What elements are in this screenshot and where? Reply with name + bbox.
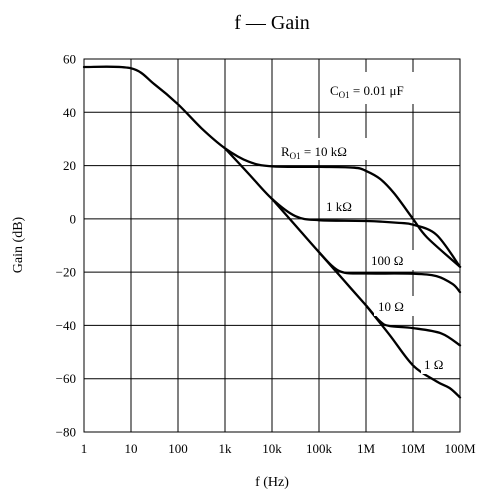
series-line bbox=[317, 251, 462, 347]
x-tick-label: 1k bbox=[219, 441, 233, 456]
grid bbox=[84, 59, 460, 432]
x-tick-label: 10k bbox=[262, 441, 282, 456]
x-tick-label: 100M bbox=[444, 441, 476, 456]
annotation-background bbox=[324, 72, 456, 104]
x-tick-labels: 1 10 100 1k 10k 100k 1M 10M 100M bbox=[81, 441, 476, 456]
y-tick-label: −20 bbox=[56, 265, 76, 280]
series-line bbox=[82, 65, 462, 268]
curve-labels: RO1 = 10 kΩ 1 kΩ 100 Ω 10 Ω 1 Ω bbox=[278, 138, 451, 374]
y-tick-label: −60 bbox=[56, 371, 76, 386]
series-label: RO1 = 10 kΩ bbox=[281, 144, 347, 161]
x-tick-label: 100 bbox=[168, 441, 188, 456]
y-tick-label: 40 bbox=[63, 105, 76, 120]
x-tick-label: 10 bbox=[125, 441, 138, 456]
y-tick-labels: 60 40 20 0 −20 −40 −60 −80 bbox=[56, 52, 76, 440]
series-label-background bbox=[322, 196, 364, 216]
series-line bbox=[223, 147, 462, 268]
y-tick-label: 0 bbox=[70, 211, 77, 226]
x-tick-label: 1 bbox=[81, 441, 88, 456]
y-tick-label: 20 bbox=[63, 158, 76, 173]
series-label: 1 kΩ bbox=[326, 199, 352, 214]
gain-curves bbox=[82, 65, 462, 399]
x-axis-label: f (Hz) bbox=[255, 475, 289, 490]
x-tick-label: 10M bbox=[401, 441, 426, 456]
y-tick-label: −80 bbox=[56, 425, 76, 440]
series-label: 1 Ω bbox=[424, 357, 443, 372]
y-tick-label: 60 bbox=[63, 52, 76, 67]
x-tick-label: 100k bbox=[306, 441, 333, 456]
series-line bbox=[364, 304, 462, 399]
series-label-background bbox=[374, 296, 414, 316]
series-label-background bbox=[278, 138, 394, 160]
x-tick-label: 1M bbox=[357, 441, 376, 456]
y-tick-label: −40 bbox=[56, 318, 76, 333]
series-label-background bbox=[421, 354, 451, 374]
series-label: 10 Ω bbox=[378, 299, 404, 314]
plot-frame bbox=[83, 58, 461, 433]
series-label-background bbox=[368, 250, 416, 270]
capacitance-annotation: CO1 = 0.01 μF bbox=[330, 83, 404, 100]
chart-title: f — Gain bbox=[234, 12, 310, 34]
series-line bbox=[270, 197, 462, 294]
series-label: 100 Ω bbox=[371, 253, 403, 268]
y-axis-label: Gain (dB) bbox=[11, 216, 26, 273]
